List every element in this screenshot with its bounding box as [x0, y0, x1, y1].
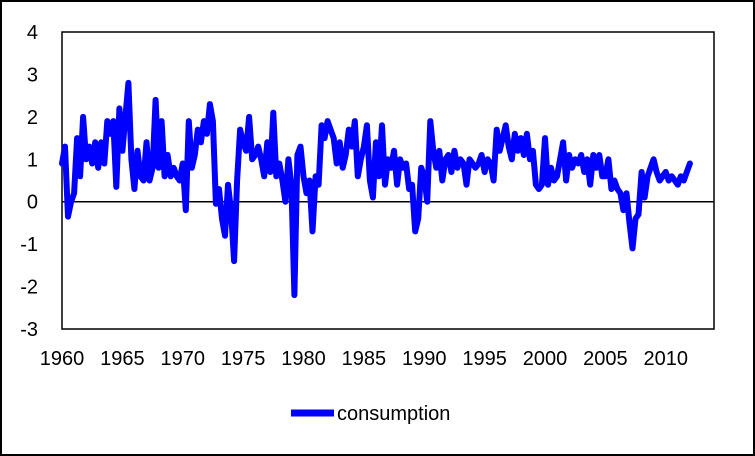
legend-label-consumption: consumption [337, 403, 450, 425]
x-tick-label: 1990 [402, 348, 447, 370]
y-tick-label: 1 [27, 149, 38, 171]
y-tick-label: 4 [27, 22, 38, 44]
legend: consumption [291, 403, 450, 425]
y-tick-label: -1 [20, 234, 38, 256]
y-tick-label: 0 [27, 192, 38, 214]
y-axis-tick-labels: 4 3 2 1 0 -1 -2 -3 [20, 22, 38, 341]
x-tick-label: 1995 [462, 348, 507, 370]
x-tick-label: 2000 [523, 348, 568, 370]
y-tick-label: 3 [27, 64, 38, 86]
x-tick-label: 1960 [40, 348, 85, 370]
y-tick-label: -2 [20, 277, 38, 299]
x-tick-label: 2010 [643, 348, 688, 370]
x-tick-label: 1965 [100, 348, 145, 370]
x-tick-label: 1970 [160, 348, 205, 370]
y-tick-label: 2 [27, 107, 38, 129]
x-tick-label: 1985 [342, 348, 387, 370]
consumption-series-line [59, 79, 693, 299]
x-tick-label: 2005 [583, 348, 628, 370]
x-tick-label: 1975 [221, 348, 266, 370]
y-tick-label: -3 [20, 319, 38, 341]
x-tick-label: 1980 [281, 348, 326, 370]
x-axis-tick-labels: 1960 1965 1970 1975 1980 1985 1990 1995 2000 2005… [40, 348, 688, 370]
